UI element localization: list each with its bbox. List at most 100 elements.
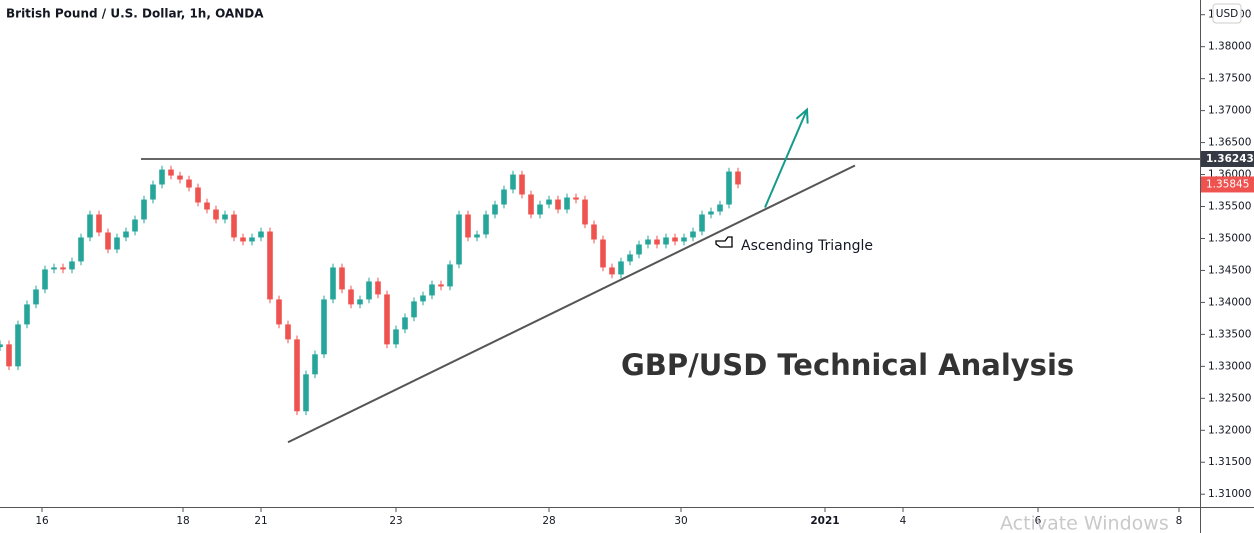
candle-body <box>483 214 489 235</box>
candle-body <box>51 267 57 270</box>
candle-body <box>618 261 624 275</box>
candle-body <box>249 237 255 242</box>
candle-body <box>465 214 471 238</box>
candle-body <box>42 269 48 290</box>
y-tick-label: 1.31000 <box>1208 488 1251 500</box>
candle-body <box>456 214 462 265</box>
candle-body <box>627 254 633 262</box>
candle-body <box>699 214 705 232</box>
candle-body <box>312 354 318 375</box>
candle-body <box>555 199 561 210</box>
candle-body <box>96 214 102 233</box>
candle-body <box>186 179 192 188</box>
x-tick-label: 16 <box>35 515 49 527</box>
headline: GBP/USD Technical Analysis <box>621 348 1074 382</box>
x-tick-label: 21 <box>254 515 267 527</box>
candle-body <box>726 171 732 205</box>
candle-body <box>141 199 147 220</box>
candle-body <box>546 199 552 205</box>
candle-body <box>177 175 183 180</box>
candle-body <box>420 295 426 302</box>
candle-body <box>168 169 174 176</box>
y-tick-label: 1.35500 <box>1208 201 1251 213</box>
currency-badge[interactable] <box>1212 3 1242 24</box>
candle-body <box>195 187 201 203</box>
annotation: Ascending Triangle <box>741 238 873 254</box>
candle-body <box>366 281 372 300</box>
resistance-label: 1.36243 <box>1206 153 1254 165</box>
candle-body <box>708 211 714 215</box>
y-tick-label: 1.33000 <box>1208 360 1251 372</box>
x-tick-label: 4 <box>900 515 907 527</box>
last-price-box <box>1201 176 1254 193</box>
candle-body <box>393 329 399 345</box>
x-tick-label: 2021 <box>810 515 839 527</box>
candle-body <box>645 239 651 245</box>
candle-body <box>384 294 390 345</box>
trendline <box>287 164 856 444</box>
candle-body <box>663 237 669 245</box>
arrow <box>764 109 808 208</box>
candle-body <box>411 301 417 318</box>
candle-body <box>591 224 597 240</box>
candle-body <box>492 204 498 215</box>
candle-body <box>654 239 660 245</box>
hand-icon <box>715 236 733 248</box>
y-tick-label: 1.32500 <box>1208 392 1251 404</box>
candle-body <box>501 189 507 205</box>
resistance-label-box <box>1201 151 1254 168</box>
x-tick-label: 23 <box>389 515 402 527</box>
x-tick-label: 18 <box>176 515 189 527</box>
candle-body <box>474 234 480 238</box>
candle-body <box>564 197 570 210</box>
y-tick-label: 1.38000 <box>1208 41 1251 53</box>
candle-body <box>231 214 237 238</box>
y-tick-label: 1.35000 <box>1208 232 1251 244</box>
candle-body <box>60 267 66 270</box>
candle-body <box>114 237 120 250</box>
candle-body <box>258 231 264 238</box>
candle-body <box>294 339 300 412</box>
candle-body <box>330 267 336 300</box>
candle-body <box>672 237 678 242</box>
candle-body <box>600 239 606 268</box>
watermark: Activate Windows <box>1000 513 1169 533</box>
candle-body <box>276 299 282 325</box>
x-tick-label: 6 <box>1035 515 1042 527</box>
candle-body <box>78 237 84 262</box>
plot <box>0 107 1200 444</box>
candle-body <box>735 171 741 185</box>
candle-body <box>24 304 30 325</box>
last-price-label: 1.35845 <box>1206 178 1249 190</box>
candle-body <box>402 317 408 330</box>
candle-body <box>33 289 39 305</box>
candle-body <box>321 299 327 355</box>
candle-body <box>681 237 687 242</box>
candle-body <box>609 267 615 275</box>
candle-body <box>6 344 12 367</box>
candle-body <box>213 209 219 220</box>
y-tick-label: 1.34000 <box>1208 296 1251 308</box>
candle-body <box>15 324 21 367</box>
y-tick-label: 1.34500 <box>1208 264 1251 276</box>
arrow-head <box>795 107 809 124</box>
axes: 1.385001.380001.375001.370001.365001.360… <box>35 9 1254 527</box>
candle-body <box>537 204 543 215</box>
candle-body <box>150 184 156 200</box>
y-tick-label: 1.37500 <box>1208 73 1251 85</box>
candle-body <box>438 284 444 287</box>
currency: USD <box>1216 8 1238 20</box>
candle-body <box>348 289 354 305</box>
y-tick-label: 1.33500 <box>1208 328 1251 340</box>
y-tick-label: 1.37000 <box>1208 105 1251 117</box>
candle-body <box>429 284 435 296</box>
candle-body <box>339 267 345 290</box>
y-tick-label: 1.32000 <box>1208 424 1251 436</box>
candle-body <box>519 174 525 195</box>
candle-body <box>105 232 111 250</box>
candle-body <box>690 231 696 238</box>
x-tick-label: 28 <box>542 515 555 527</box>
candle-body <box>222 214 228 220</box>
